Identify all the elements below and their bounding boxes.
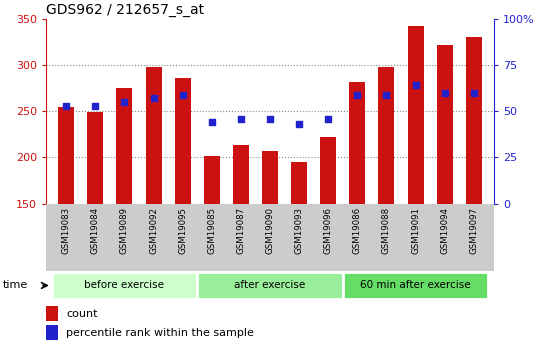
FancyBboxPatch shape xyxy=(52,272,197,299)
Text: GSM19096: GSM19096 xyxy=(323,207,333,254)
Text: GSM19094: GSM19094 xyxy=(440,207,449,254)
Bar xyxy=(46,325,58,339)
Point xyxy=(178,92,187,97)
Bar xyxy=(117,88,132,204)
Bar xyxy=(408,26,423,204)
Point xyxy=(353,92,362,97)
Bar xyxy=(174,78,191,204)
Text: before exercise: before exercise xyxy=(84,280,165,290)
Text: GSM19086: GSM19086 xyxy=(353,207,362,254)
Bar xyxy=(291,162,307,204)
Bar xyxy=(204,156,220,204)
Bar xyxy=(320,137,336,204)
Bar xyxy=(379,67,394,204)
Bar xyxy=(233,145,249,204)
Point xyxy=(120,99,129,105)
Text: GSM19085: GSM19085 xyxy=(207,207,217,254)
Text: GSM19088: GSM19088 xyxy=(382,207,391,254)
FancyBboxPatch shape xyxy=(197,272,343,299)
Point xyxy=(469,90,478,96)
Bar xyxy=(262,151,278,204)
Text: GSM19084: GSM19084 xyxy=(91,207,100,254)
Text: GSM19097: GSM19097 xyxy=(469,207,478,254)
Point xyxy=(382,92,391,97)
Bar xyxy=(58,107,75,204)
Point xyxy=(295,121,303,127)
Bar xyxy=(146,67,161,204)
Text: GSM19089: GSM19089 xyxy=(120,207,129,254)
Bar xyxy=(46,306,58,321)
Bar xyxy=(437,45,453,204)
Text: percentile rank within the sample: percentile rank within the sample xyxy=(66,328,254,338)
Point xyxy=(62,103,71,108)
Point xyxy=(207,120,216,125)
Text: count: count xyxy=(66,309,98,319)
Bar xyxy=(87,112,103,204)
Bar xyxy=(465,38,482,204)
Point xyxy=(91,103,100,108)
Text: GSM19083: GSM19083 xyxy=(62,207,71,254)
Text: GSM19095: GSM19095 xyxy=(178,207,187,254)
Text: GSM19093: GSM19093 xyxy=(295,207,303,254)
Text: after exercise: after exercise xyxy=(234,280,306,290)
Point xyxy=(324,116,333,121)
Text: 60 min after exercise: 60 min after exercise xyxy=(360,280,471,290)
Text: GSM19087: GSM19087 xyxy=(237,207,245,254)
Text: GDS962 / 212657_s_at: GDS962 / 212657_s_at xyxy=(46,2,204,17)
Text: time: time xyxy=(3,280,28,290)
Point xyxy=(411,83,420,88)
Point xyxy=(237,116,245,121)
Point xyxy=(266,116,274,121)
Point xyxy=(440,90,449,96)
Text: GSM19090: GSM19090 xyxy=(266,207,274,254)
Text: GSM19091: GSM19091 xyxy=(411,207,420,254)
Point xyxy=(149,96,158,101)
Bar xyxy=(349,82,366,204)
Text: GSM19092: GSM19092 xyxy=(149,207,158,254)
FancyBboxPatch shape xyxy=(343,272,488,299)
